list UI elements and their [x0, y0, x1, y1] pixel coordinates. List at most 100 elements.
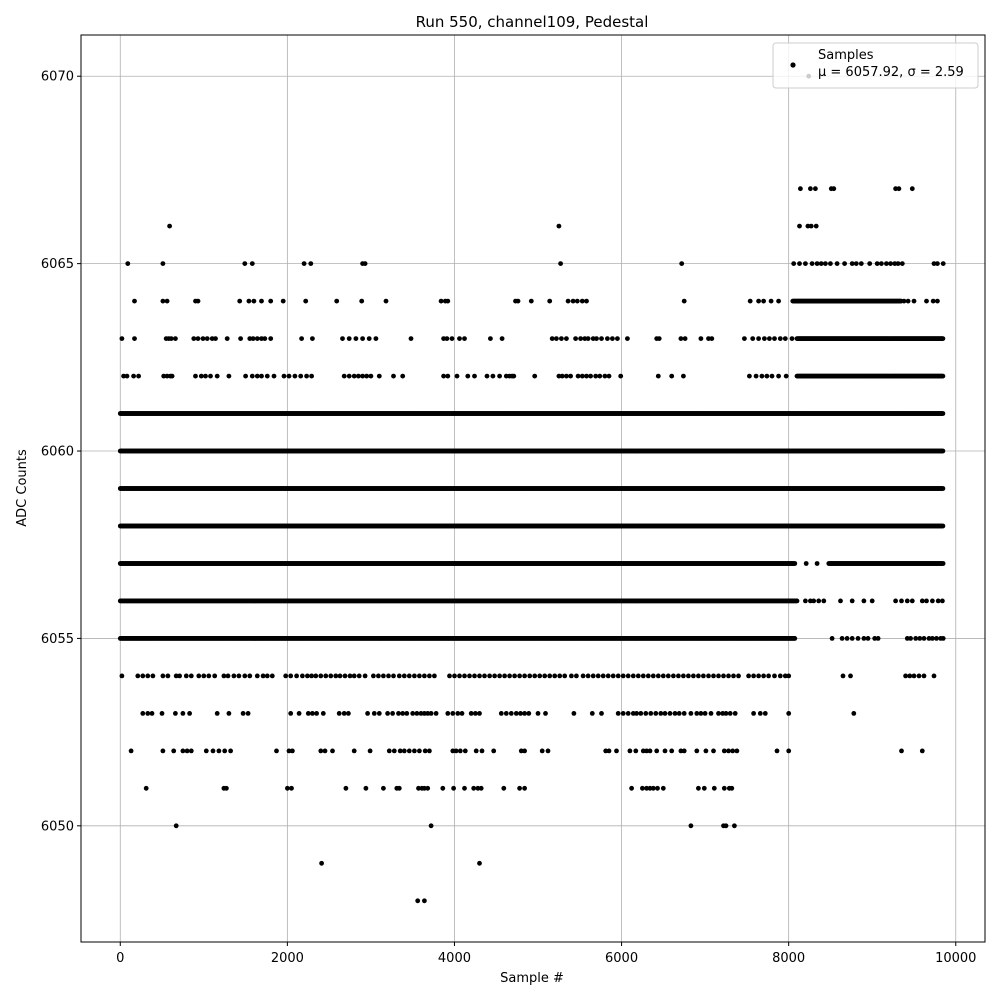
data-point: [165, 673, 171, 679]
data-point: [669, 748, 675, 754]
data-point: [635, 673, 641, 679]
data-point: [462, 785, 467, 791]
data-point: [254, 673, 260, 679]
data-point: [341, 711, 347, 716]
data-point: [285, 785, 290, 791]
data-point: [135, 673, 141, 679]
data-point: [672, 711, 678, 716]
data-point: [676, 711, 682, 716]
data-point: [452, 673, 457, 679]
data-point: [569, 673, 574, 679]
data-point: [472, 673, 477, 679]
data-point: [786, 673, 792, 679]
data-point: [931, 673, 937, 679]
data-point: [477, 711, 482, 716]
data-point: [501, 785, 507, 791]
data-point: [479, 748, 485, 754]
data-point: [196, 673, 202, 679]
data-point: [921, 673, 927, 679]
data-point: [264, 673, 270, 679]
data-point: [772, 673, 777, 679]
data-point: [630, 711, 636, 716]
data-point: [671, 673, 676, 679]
data-point: [400, 711, 406, 716]
data-point: [305, 673, 310, 679]
data-points: [117, 73, 946, 904]
data-point: [792, 561, 798, 566]
data-point: [875, 636, 881, 641]
data-point: [417, 673, 422, 679]
data-point: [451, 785, 456, 791]
data-point: [662, 711, 668, 716]
data-point: [363, 785, 369, 791]
data-point: [729, 785, 735, 791]
data-point: [397, 748, 403, 754]
data-point: [844, 636, 850, 641]
data-point: [336, 711, 342, 716]
data-point: [386, 748, 392, 754]
data-point: [406, 748, 412, 754]
data-point: [323, 673, 329, 679]
data-point: [286, 748, 292, 754]
data-point: [410, 711, 416, 716]
data-point: [184, 748, 190, 754]
data-point: [660, 785, 666, 791]
data-point: [803, 598, 808, 604]
data-point: [620, 711, 626, 716]
data-point: [585, 673, 591, 679]
data-point: [816, 598, 822, 604]
data-point: [732, 711, 738, 716]
data-point: [318, 748, 324, 754]
data-point: [590, 673, 596, 679]
data-point: [492, 673, 497, 679]
data-point: [711, 785, 717, 791]
data-point: [625, 711, 631, 716]
data-point: [468, 711, 474, 716]
data-point: [425, 785, 431, 791]
data-point: [872, 636, 878, 641]
data-point: [386, 673, 391, 679]
data-point: [935, 598, 941, 604]
data-point: [726, 748, 731, 754]
data-point: [433, 711, 439, 716]
data-point: [319, 860, 324, 866]
data-point: [381, 785, 386, 791]
data-point: [762, 711, 768, 716]
data-point: [289, 785, 294, 791]
data-point: [595, 673, 601, 679]
data-point: [313, 673, 319, 679]
data-point: [290, 748, 295, 754]
data-point: [723, 711, 729, 716]
data-point: [640, 785, 645, 791]
data-point: [507, 673, 512, 679]
data-point: [145, 711, 151, 716]
data-point: [571, 711, 577, 716]
data-point: [545, 748, 551, 754]
data-point: [539, 748, 545, 754]
data-point: [445, 711, 451, 716]
data-point: [522, 711, 527, 716]
data-point: [543, 711, 548, 716]
data-point: [720, 711, 726, 716]
data-point: [580, 673, 586, 679]
data-point: [647, 748, 653, 754]
data-point: [723, 823, 729, 829]
data-point: [782, 673, 788, 679]
data-point: [318, 673, 324, 679]
data-point: [471, 785, 477, 791]
data-point: [240, 711, 246, 716]
data-point: [226, 711, 232, 716]
data-point: [526, 711, 532, 716]
data-point: [696, 785, 701, 791]
data-point: [934, 636, 939, 641]
data-point: [711, 673, 716, 679]
data-point: [727, 711, 733, 716]
data-point: [385, 711, 390, 716]
data-point: [371, 673, 376, 679]
data-point: [522, 748, 527, 754]
data-point: [808, 598, 813, 604]
data-point: [427, 673, 432, 679]
data-point: [173, 673, 179, 679]
data-point: [904, 636, 910, 641]
